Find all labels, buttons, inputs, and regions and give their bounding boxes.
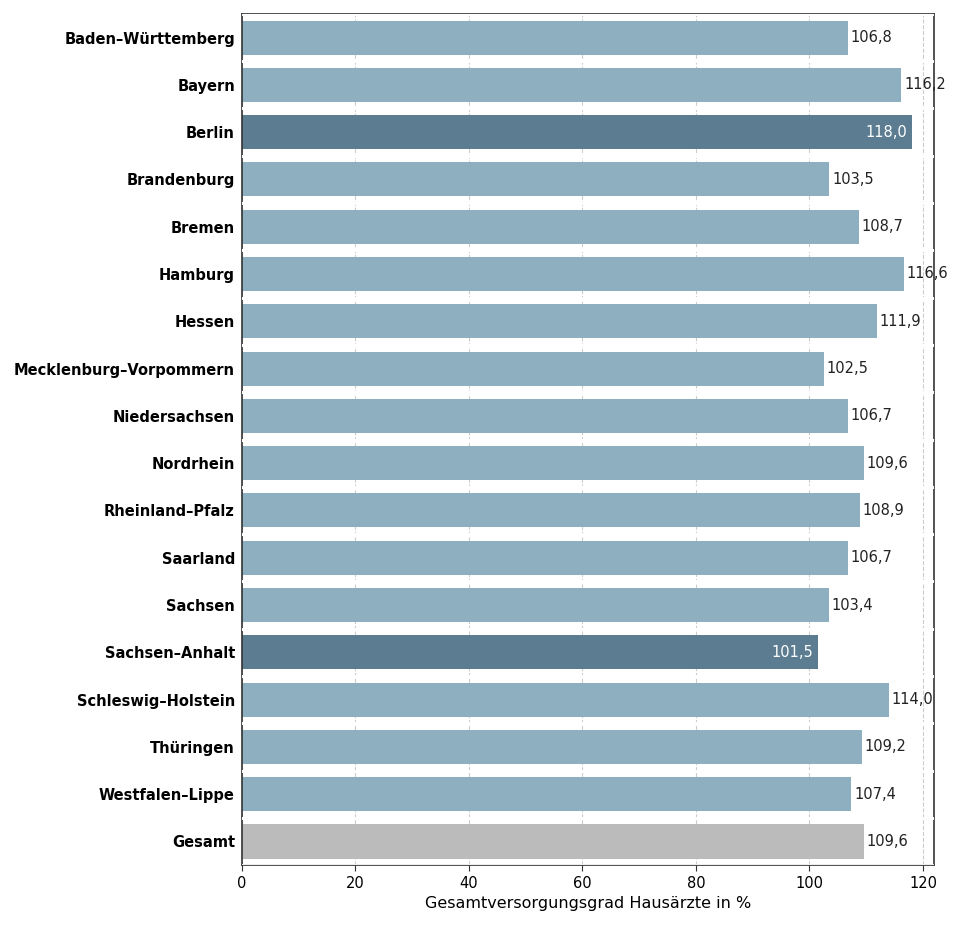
Bar xyxy=(242,446,864,480)
Bar xyxy=(242,257,903,291)
Text: 111,9: 111,9 xyxy=(880,314,922,328)
Bar xyxy=(242,304,877,339)
Text: 101,5: 101,5 xyxy=(772,645,813,660)
Text: 116,2: 116,2 xyxy=(904,78,946,92)
Bar xyxy=(242,588,828,622)
Bar xyxy=(242,20,848,55)
Text: 106,8: 106,8 xyxy=(851,30,893,45)
Bar xyxy=(242,493,860,527)
Bar xyxy=(242,399,848,433)
Text: 109,6: 109,6 xyxy=(867,834,908,849)
Text: 108,7: 108,7 xyxy=(862,219,903,234)
Text: 106,7: 106,7 xyxy=(851,408,892,424)
Text: 108,9: 108,9 xyxy=(863,503,904,518)
Text: 109,6: 109,6 xyxy=(867,456,908,471)
Bar xyxy=(242,824,864,858)
Text: 114,0: 114,0 xyxy=(892,692,933,707)
Text: 103,4: 103,4 xyxy=(831,598,874,612)
Bar xyxy=(242,210,859,243)
Bar xyxy=(242,730,862,764)
Bar xyxy=(242,115,912,149)
Bar xyxy=(242,777,852,811)
Text: 116,6: 116,6 xyxy=(906,266,948,281)
Text: 107,4: 107,4 xyxy=(854,786,897,802)
Text: 103,5: 103,5 xyxy=(832,172,874,187)
Bar xyxy=(242,683,889,717)
Text: 118,0: 118,0 xyxy=(865,125,907,140)
Bar xyxy=(242,541,848,574)
Text: 102,5: 102,5 xyxy=(827,361,869,376)
Text: 109,2: 109,2 xyxy=(865,739,906,755)
Bar xyxy=(242,68,901,102)
Bar xyxy=(242,163,829,196)
Bar xyxy=(242,635,818,670)
Bar xyxy=(242,352,824,386)
Text: 106,7: 106,7 xyxy=(851,550,892,565)
X-axis label: Gesamtversorgungsgrad Hausärzte in %: Gesamtversorgungsgrad Hausärzte in % xyxy=(425,896,752,911)
